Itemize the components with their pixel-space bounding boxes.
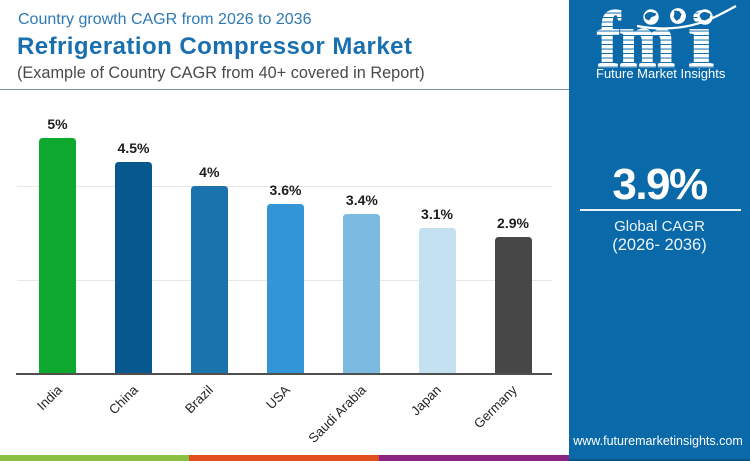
svg-text:f: f — [597, 0, 621, 85]
svg-text:Future Market Insights: Future Market Insights — [596, 66, 726, 81]
